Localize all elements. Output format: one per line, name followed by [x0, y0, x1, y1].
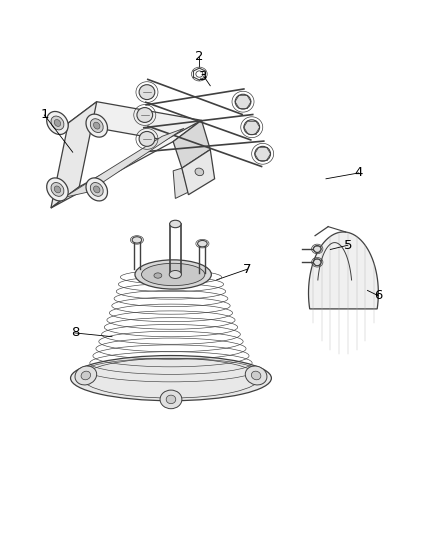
Ellipse shape	[47, 178, 68, 201]
Ellipse shape	[94, 122, 100, 129]
Polygon shape	[68, 102, 201, 142]
Ellipse shape	[154, 273, 162, 278]
Polygon shape	[64, 128, 184, 197]
Polygon shape	[51, 120, 201, 208]
Ellipse shape	[244, 120, 260, 135]
Ellipse shape	[255, 147, 271, 161]
Ellipse shape	[160, 390, 182, 409]
Ellipse shape	[51, 182, 64, 196]
Ellipse shape	[170, 220, 181, 228]
Ellipse shape	[71, 356, 272, 401]
Ellipse shape	[90, 119, 103, 133]
Text: 1: 1	[40, 109, 49, 122]
Polygon shape	[173, 168, 188, 198]
Text: 3: 3	[199, 70, 208, 83]
Polygon shape	[51, 102, 97, 208]
Text: 2: 2	[195, 50, 204, 63]
Ellipse shape	[75, 366, 97, 385]
Ellipse shape	[166, 395, 176, 403]
Text: 7: 7	[243, 263, 251, 276]
Text: 4: 4	[354, 166, 363, 180]
Ellipse shape	[196, 71, 203, 77]
Ellipse shape	[86, 178, 107, 201]
Ellipse shape	[139, 85, 155, 100]
Ellipse shape	[135, 260, 212, 289]
Ellipse shape	[54, 119, 61, 126]
Ellipse shape	[245, 366, 267, 385]
Ellipse shape	[51, 116, 64, 130]
Ellipse shape	[198, 240, 207, 247]
Ellipse shape	[81, 371, 91, 380]
Ellipse shape	[313, 259, 321, 266]
Text: 6: 6	[374, 289, 382, 302]
Ellipse shape	[195, 168, 204, 176]
Ellipse shape	[47, 111, 68, 134]
Ellipse shape	[86, 114, 107, 137]
Text: 5: 5	[343, 239, 352, 252]
Ellipse shape	[141, 263, 205, 286]
Polygon shape	[182, 150, 215, 195]
Ellipse shape	[169, 270, 181, 278]
Ellipse shape	[251, 371, 261, 380]
Ellipse shape	[94, 186, 100, 193]
Ellipse shape	[90, 182, 103, 196]
Text: 8: 8	[71, 326, 79, 340]
Ellipse shape	[137, 108, 152, 123]
Ellipse shape	[235, 94, 251, 109]
Ellipse shape	[132, 237, 142, 243]
Polygon shape	[173, 120, 210, 168]
Polygon shape	[308, 232, 378, 309]
Ellipse shape	[139, 132, 155, 147]
Ellipse shape	[54, 186, 61, 193]
Ellipse shape	[313, 246, 321, 253]
